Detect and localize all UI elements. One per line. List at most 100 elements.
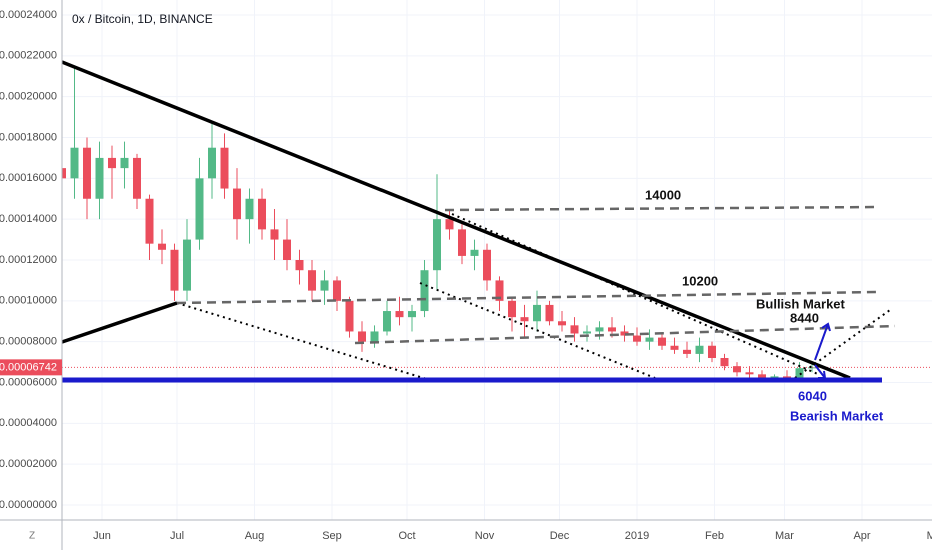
y-tick-label: 0.00016000 [0, 172, 57, 184]
candle-body [695, 345, 704, 354]
y-tick-label: 0.00022000 [0, 50, 57, 62]
candle-body [70, 147, 79, 179]
x-tick-label: Nov [475, 530, 495, 542]
axis-icon: Z [29, 531, 35, 542]
dashed-line [176, 290, 879, 305]
annotation: Bearish Market [790, 408, 884, 423]
candle-body [733, 366, 741, 373]
candle-body [370, 331, 379, 342]
y-tick-label: 0.00010000 [0, 295, 57, 307]
dashed-line [444, 205, 879, 212]
dashed-line [354, 324, 896, 345]
x-tick-label: Dec [550, 530, 570, 542]
candle-body [670, 345, 679, 350]
candle-body [483, 249, 491, 281]
candle-body [333, 280, 341, 301]
candle-body [620, 331, 629, 336]
candle-body [583, 331, 591, 334]
annotation: Bullish Market [756, 296, 846, 311]
candle-body [183, 239, 191, 291]
annotation: 6040 [798, 388, 827, 403]
candle-body [258, 198, 266, 230]
arrow-up [814, 322, 831, 361]
y-tick-label: 0.00012000 [0, 254, 57, 266]
candle-body [195, 178, 204, 240]
candle-body [95, 157, 104, 199]
candle-body [645, 337, 654, 342]
candle-body [358, 331, 366, 342]
x-tick-label: Apr [853, 530, 870, 542]
x-tick-label: Jun [93, 530, 111, 542]
x-tick-label: Sep [322, 530, 342, 542]
candle-body [208, 147, 216, 179]
candle-body [120, 157, 129, 169]
drawings [61, 60, 896, 383]
candle-body [595, 327, 604, 332]
candle-body [708, 345, 716, 358]
candle-body [395, 311, 404, 318]
candle-body [145, 198, 154, 244]
y-tick-label: 0.00024000 [0, 9, 57, 21]
candle-body [420, 270, 429, 312]
y-tick-label: 0.00002000 [0, 458, 57, 470]
candle-body [658, 337, 666, 346]
candle-body [308, 270, 316, 291]
candle-body [295, 260, 304, 271]
grid [62, 0, 932, 520]
candle-body [445, 219, 454, 230]
dotted-line [451, 213, 821, 376]
candle-body [345, 300, 354, 332]
candle-body [108, 157, 116, 169]
last-price-label: 0.00006742 [0, 361, 57, 373]
candle-body [770, 376, 779, 379]
trend-line [61, 60, 851, 380]
x-tick-label: Aug [245, 530, 265, 542]
dotted-line [794, 309, 891, 379]
candle-body [383, 311, 391, 332]
candle-body [558, 321, 566, 326]
y-tick-label: 0.00006000 [0, 376, 57, 388]
y-axis-panel [0, 0, 62, 520]
y-tick-label: 0.00014000 [0, 213, 57, 225]
candle-body [433, 219, 441, 271]
annotation: 14000 [645, 187, 681, 202]
candle-body [320, 280, 329, 291]
candle-body [608, 327, 616, 332]
dotted-line [419, 282, 656, 379]
candle-body [408, 311, 416, 318]
candle-body [220, 147, 229, 189]
trend-line [61, 301, 178, 344]
arrow-down [814, 364, 827, 379]
candle-body [133, 157, 141, 199]
x-axis-panel [0, 520, 932, 550]
candle-body [508, 300, 516, 318]
annotation: 10200 [682, 273, 718, 288]
axes: 0.00000000 0.00002000 0.00004000 0.00006000… [0, 9, 932, 542]
candle-body [233, 188, 241, 220]
candle-body [495, 280, 504, 301]
candle-body [570, 325, 579, 334]
candle-body [245, 198, 254, 220]
y-tick-label: 0.00020000 [0, 91, 57, 103]
last-price-box [0, 359, 62, 376]
candle-body [683, 349, 691, 354]
y-tick-label: 0.00018000 [0, 131, 57, 143]
candle-body [520, 317, 529, 322]
candle-body [545, 304, 554, 322]
x-tick-label: Feb [705, 530, 724, 542]
candle-body [170, 249, 179, 291]
x-tick-label: Jul [170, 530, 184, 542]
candle-body [83, 147, 91, 199]
candle-body [458, 229, 466, 256]
y-tick-label: 0.00000000 [0, 499, 57, 511]
dotted-line [176, 302, 431, 381]
x-tick-label: Oct [398, 530, 415, 542]
candle-body [158, 243, 166, 250]
candle-body [633, 335, 641, 342]
candle-body [270, 229, 279, 240]
candle-body [283, 239, 291, 260]
candle-body [758, 374, 766, 379]
candle-body [745, 372, 754, 375]
x-tick-label: 2019 [625, 530, 649, 542]
